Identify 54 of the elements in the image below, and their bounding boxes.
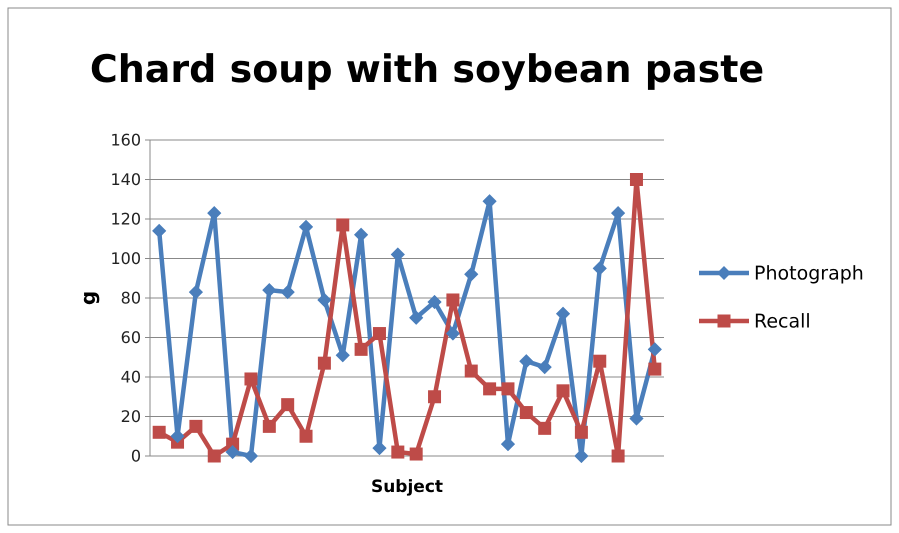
point xyxy=(262,420,276,433)
point xyxy=(464,364,478,378)
point xyxy=(262,283,276,298)
y-tick-label: 120 xyxy=(110,210,141,229)
point xyxy=(152,224,166,238)
point xyxy=(538,422,552,435)
point xyxy=(318,356,331,370)
point xyxy=(428,390,442,404)
point xyxy=(446,293,460,306)
y-tick-label: 60 xyxy=(120,328,141,348)
point xyxy=(226,445,240,460)
point xyxy=(446,326,460,341)
point xyxy=(336,218,350,232)
point xyxy=(519,354,534,368)
y-axis-title: g xyxy=(76,290,100,306)
point xyxy=(409,310,424,325)
point xyxy=(354,342,368,356)
point xyxy=(501,382,514,396)
y-tick-label: 40 xyxy=(120,368,141,387)
legend-label: Photograph xyxy=(754,262,864,285)
point xyxy=(244,372,258,386)
point xyxy=(188,285,203,300)
point xyxy=(574,426,588,439)
point xyxy=(428,294,442,309)
y-tick-label: 160 xyxy=(110,130,141,150)
point xyxy=(189,420,202,433)
point xyxy=(612,450,625,462)
point xyxy=(630,173,643,186)
point xyxy=(556,384,570,398)
y-tick-label: 0 xyxy=(130,446,141,466)
point xyxy=(648,342,662,356)
y-tick-label: 20 xyxy=(120,407,141,426)
point xyxy=(152,426,166,439)
point xyxy=(410,448,423,461)
point xyxy=(281,398,294,412)
y-tick-label: 140 xyxy=(110,170,141,190)
point xyxy=(538,360,552,374)
point xyxy=(280,285,295,300)
point xyxy=(648,362,662,376)
x-axis-title: Subject xyxy=(370,477,444,497)
point xyxy=(593,354,606,368)
point xyxy=(208,450,221,462)
point xyxy=(483,382,496,396)
legend-label: Recall xyxy=(754,310,811,333)
chart-title: Chard soup with soybean paste xyxy=(90,47,764,91)
point xyxy=(592,261,607,276)
point xyxy=(317,292,332,307)
y-tick-label: 80 xyxy=(120,288,141,308)
y-tick-label: 100 xyxy=(110,249,141,268)
point xyxy=(520,406,533,420)
point xyxy=(464,267,478,282)
point xyxy=(372,327,386,340)
point xyxy=(391,446,404,459)
point xyxy=(300,430,313,443)
